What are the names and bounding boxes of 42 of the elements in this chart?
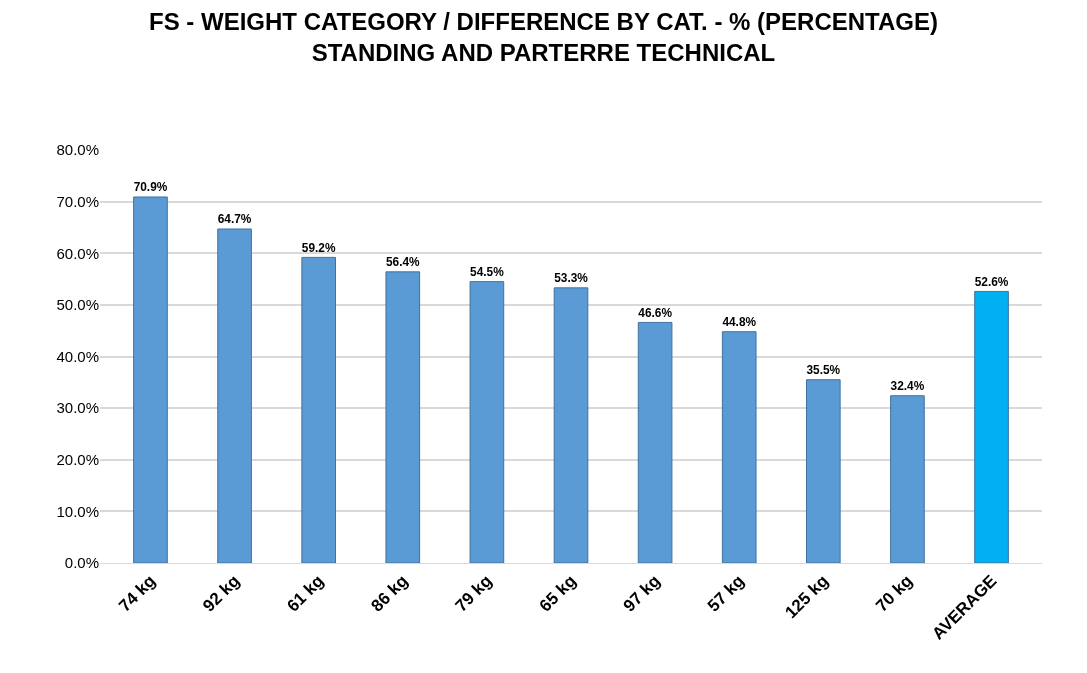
- data-label: 52.6%: [974, 274, 1009, 289]
- bar: [721, 331, 757, 563]
- bar: [301, 256, 336, 563]
- x-tick-label: 57 kg: [703, 571, 749, 616]
- x-tick-label: 74 kg: [115, 571, 160, 616]
- bar: [806, 379, 841, 563]
- x-tick-label: 125 kg: [781, 571, 833, 623]
- data-label: 56.4%: [385, 255, 421, 270]
- data-label: 54.5%: [470, 264, 505, 279]
- y-tick-label: 60.0%: [56, 244, 99, 262]
- bar: [133, 196, 168, 563]
- data-label: 59.2%: [301, 240, 336, 255]
- bar: [553, 287, 589, 563]
- data-label: 35.5%: [806, 362, 841, 377]
- x-tick-label: 65 kg: [535, 571, 580, 616]
- bar: [637, 321, 673, 563]
- data-label: 32.4%: [890, 378, 925, 393]
- y-tick-label: 50.0%: [56, 296, 99, 314]
- data-label: 46.6%: [638, 305, 673, 320]
- x-tick-label: 79 kg: [451, 571, 496, 616]
- y-tick-label: 80.0%: [56, 141, 99, 159]
- bar: [469, 281, 505, 563]
- y-tick-label: 70.0%: [56, 192, 99, 210]
- data-label: 64.7%: [217, 212, 252, 227]
- y-tick-label: 20.0%: [56, 451, 99, 468]
- data-label: 53.3%: [554, 271, 589, 286]
- bar: [974, 290, 1009, 563]
- y-tick-label: 10.0%: [56, 502, 99, 520]
- x-tick-label: 61 kg: [283, 571, 328, 616]
- data-label: 70.9%: [133, 180, 168, 195]
- y-tick-label: 30.0%: [56, 399, 99, 417]
- bar: [217, 228, 252, 563]
- y-tick-label: 0.0%: [64, 554, 99, 572]
- bar: [890, 395, 925, 563]
- bar: [385, 271, 421, 563]
- x-tick-label: 92 kg: [199, 571, 244, 616]
- data-label: 44.8%: [722, 314, 757, 329]
- x-tick-label: 97 kg: [619, 571, 664, 616]
- y-tick-label: 40.0%: [56, 347, 99, 365]
- chart-title: FS - WEIGHT CATEGORY / DIFFERENCE BY CAT. - % (PERCENTAGE) STANDING AND PARTERRE TECHNICAL: [149, 8, 938, 67]
- x-tick-label: 70 kg: [872, 571, 917, 616]
- x-tick-label: 86 kg: [367, 571, 412, 616]
